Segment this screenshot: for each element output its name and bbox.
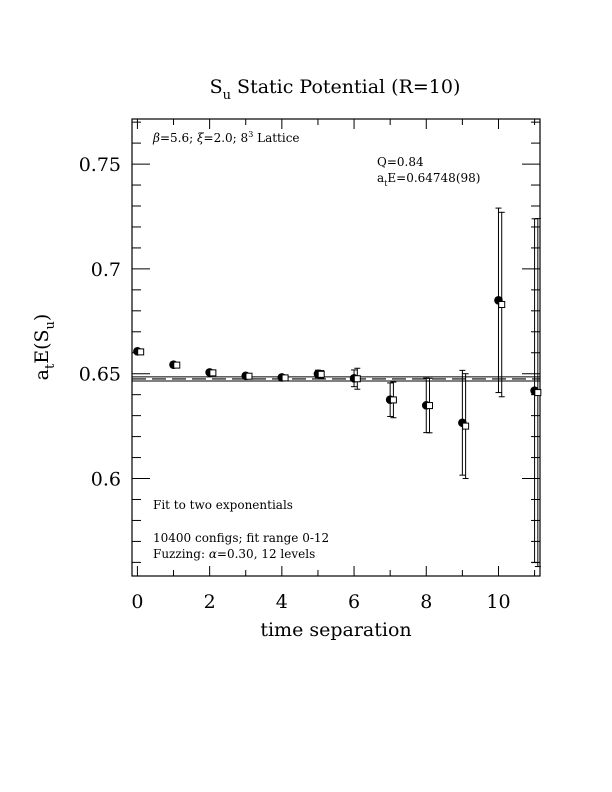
fit-band <box>132 376 540 382</box>
point-square <box>462 373 470 480</box>
energy-annotation: atE=0.64748(98) <box>377 171 480 188</box>
x-tick-label: 10 <box>486 591 510 613</box>
configs-annotation: 10400 configs; fit range 0-12 <box>153 531 329 545</box>
marker-square <box>317 370 325 378</box>
x-tick-label: 2 <box>204 591 216 613</box>
y-tick-label: 0.6 <box>91 469 121 491</box>
marker-square <box>209 369 217 377</box>
x-tick-label: 8 <box>420 591 432 613</box>
marker-square <box>281 374 289 382</box>
plot-frame <box>131 118 541 577</box>
point-square <box>426 377 434 434</box>
fuzzing-annotation: Fuzzing: α=0.30, 12 levels <box>153 547 315 561</box>
point-square <box>353 367 361 390</box>
marker-square <box>137 348 145 356</box>
chart-title: Su Static Potential (R=10) <box>210 76 461 103</box>
point-square <box>137 348 145 356</box>
point-square <box>317 370 325 379</box>
point-square <box>173 361 181 369</box>
point-square <box>498 211 506 398</box>
data-points <box>133 207 542 568</box>
marker-square <box>498 301 506 309</box>
point-square <box>534 218 542 568</box>
marker-square <box>353 375 361 383</box>
y-tick-label: 0.75 <box>79 154 121 176</box>
fit-annotation: Fit to two exponentials <box>153 498 293 512</box>
marker-square <box>534 389 542 397</box>
x-axis-label: time separation <box>260 619 411 641</box>
point-square <box>209 369 217 377</box>
x-tick-label: 4 <box>276 591 288 613</box>
point-square <box>389 381 397 419</box>
marker-square <box>462 422 470 430</box>
marker-square <box>245 372 253 380</box>
x-tick-label: 6 <box>348 591 360 613</box>
q-value-annotation: Q=0.84 <box>377 155 424 169</box>
point-square <box>245 372 253 380</box>
point-square <box>281 374 289 382</box>
lattice-annotation: β=5.6; ξ=2.0; 83 Lattice <box>152 130 300 145</box>
x-tick-label: 0 <box>131 591 143 613</box>
y-tick-label: 0.7 <box>91 259 121 281</box>
marker-square <box>389 396 397 404</box>
marker-square <box>426 402 434 410</box>
y-tick-label: 0.65 <box>79 364 121 386</box>
axes: 0 2 4 6 8 10 0.6 0.65 0.7 0.75 <box>79 118 541 613</box>
marker-square <box>173 361 181 369</box>
y-axis-label: atE(Su) <box>31 314 58 381</box>
